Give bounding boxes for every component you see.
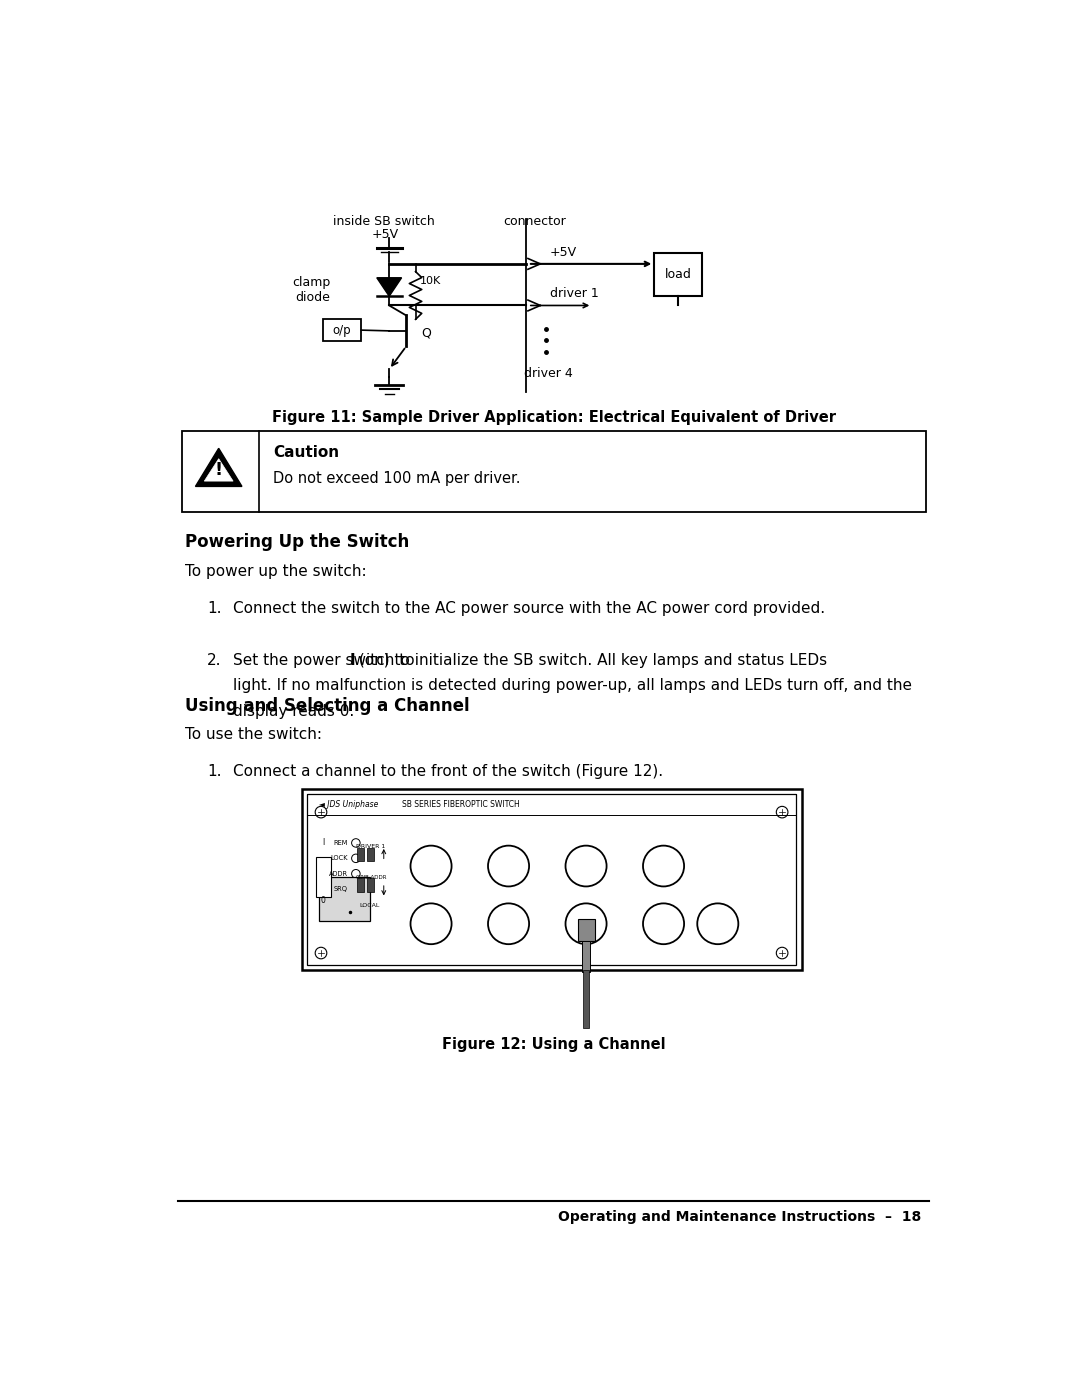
Text: DRIVER 1: DRIVER 1 (356, 844, 386, 849)
Bar (320, 877, 369, 922)
Text: To power up the switch:: To power up the switch: (186, 564, 367, 580)
Text: display reads 0.: display reads 0. (233, 704, 354, 718)
Bar (356, 848, 364, 862)
Polygon shape (195, 448, 242, 486)
Bar (356, 879, 364, 893)
Bar (367, 848, 375, 862)
Polygon shape (377, 278, 402, 296)
Text: LOCK: LOCK (330, 855, 348, 862)
Text: Figure 12: Using a Channel: Figure 12: Using a Channel (442, 1037, 665, 1052)
Text: Do not exceed 100 mA per driver.: Do not exceed 100 mA per driver. (273, 471, 521, 486)
Bar (367, 879, 375, 893)
Text: ADDR: ADDR (329, 870, 348, 877)
Text: +5V: +5V (550, 246, 577, 258)
Text: SRQ: SRQ (334, 886, 348, 893)
Text: Caution: Caution (273, 444, 339, 460)
Text: driver 1: driver 1 (550, 286, 598, 300)
Text: +5V: +5V (372, 229, 399, 242)
Text: LOCAL: LOCAL (360, 902, 380, 908)
Text: 0: 0 (321, 895, 326, 904)
Bar (301, 789, 801, 970)
Text: Q: Q (422, 327, 432, 339)
Text: light. If no malfunction is detected during power-up, all lamps and LEDs turn of: light. If no malfunction is detected dur… (233, 678, 913, 693)
Text: 10K: 10K (419, 275, 441, 286)
Text: Set the power switch to: Set the power switch to (233, 652, 420, 668)
Text: Using and Selecting a Channel: Using and Selecting a Channel (186, 697, 470, 715)
Text: Connect the switch to the AC power source with the AC power cord provided.: Connect the switch to the AC power sourc… (233, 601, 825, 616)
Text: Powering Up the Switch: Powering Up the Switch (186, 534, 409, 552)
Text: 2.: 2. (207, 652, 221, 668)
Text: GPIB ADDR: GPIB ADDR (356, 876, 387, 880)
Bar (582, 940, 590, 971)
Bar (583, 970, 590, 1028)
Text: REM: REM (334, 840, 348, 847)
Text: load: load (665, 268, 691, 281)
Bar (578, 919, 595, 940)
Text: ◄ JDS Uniphase: ◄ JDS Uniphase (319, 800, 378, 809)
Text: SB SERIES FIBEROPTIC SWITCH: SB SERIES FIBEROPTIC SWITCH (403, 800, 521, 809)
Text: (on) to initialize the SB switch. All key lamps and status LEDs: (on) to initialize the SB switch. All ke… (354, 652, 827, 668)
Bar (315, 856, 332, 897)
Text: Figure 11: Sample Driver Application: Electrical Equivalent of Driver: Figure 11: Sample Driver Application: El… (271, 411, 836, 425)
Text: To use the switch:: To use the switch: (186, 728, 322, 742)
Bar (307, 795, 796, 816)
Text: !: ! (215, 461, 222, 479)
Bar (654, 253, 702, 296)
Bar (181, 432, 926, 511)
Text: inside SB switch: inside SB switch (333, 215, 434, 228)
Bar (323, 320, 362, 341)
Text: connector: connector (503, 215, 566, 228)
Text: 1.: 1. (207, 764, 221, 780)
Text: clamp: clamp (292, 275, 330, 289)
Text: diode: diode (296, 291, 330, 305)
Text: o/p: o/p (333, 324, 351, 337)
Text: I: I (350, 652, 355, 668)
Text: 1.: 1. (207, 601, 221, 616)
Polygon shape (204, 458, 233, 481)
Text: Connect a channel to the front of the switch (Figure 12).: Connect a channel to the front of the sw… (233, 764, 663, 780)
Text: I: I (322, 838, 324, 847)
Bar (307, 795, 796, 964)
Text: Operating and Maintenance Instructions  –  18: Operating and Maintenance Instructions –… (558, 1210, 921, 1224)
Text: driver 4: driver 4 (524, 367, 572, 380)
